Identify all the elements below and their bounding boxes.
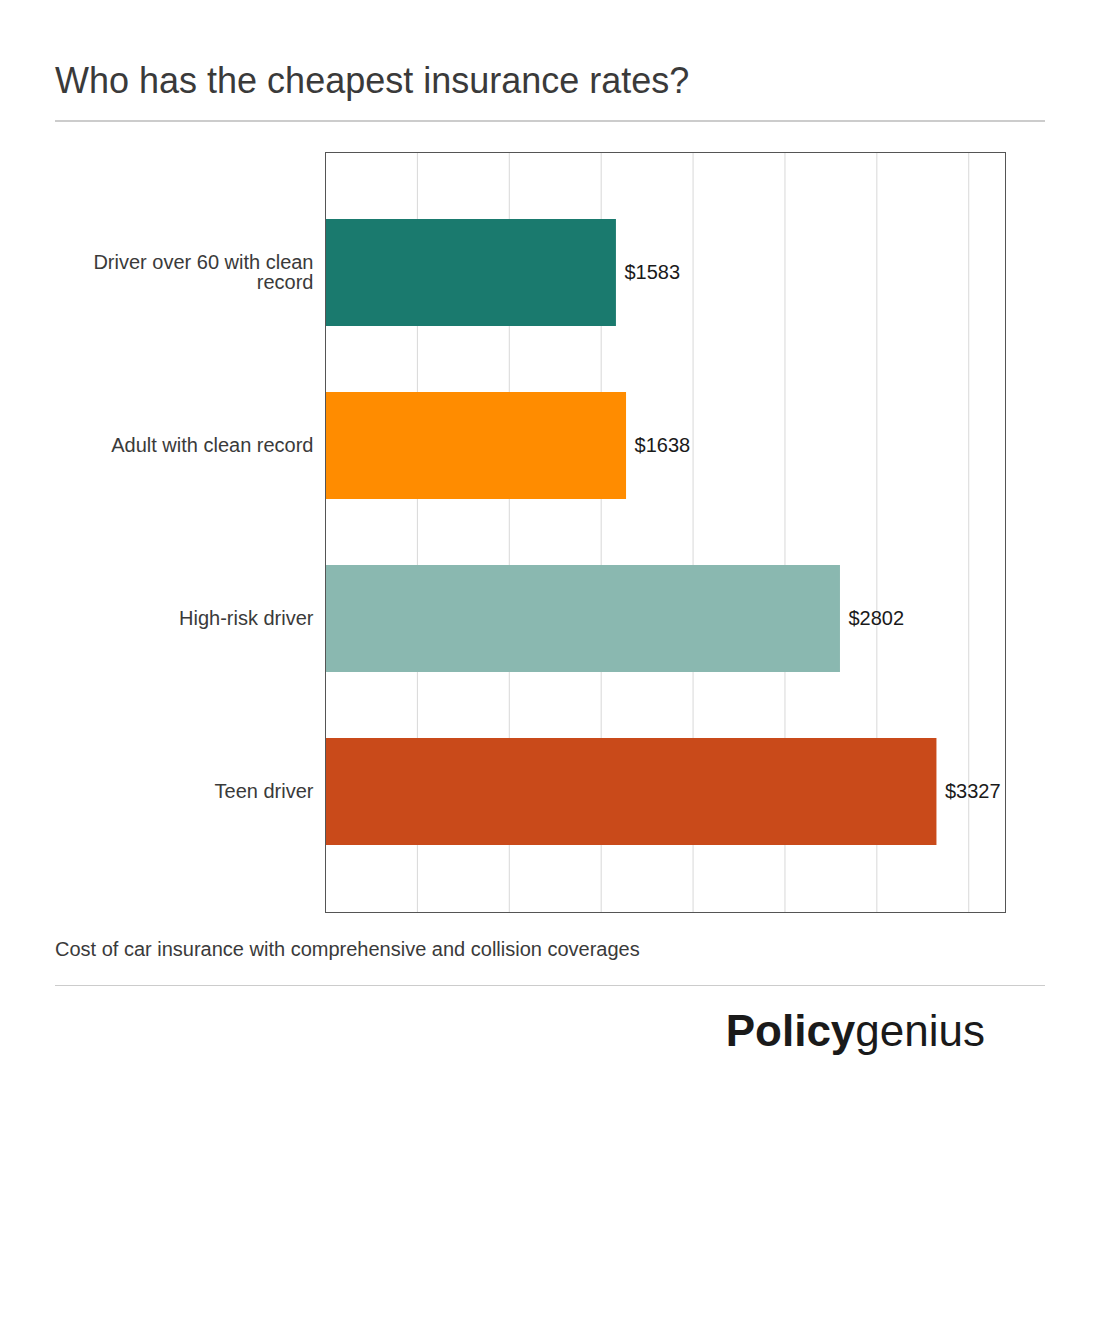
html-text:Cost of car insurance with com: Cost of car insurance with comprehensive… <box>55 938 640 960</box>
svg-text:High-risk driver: High-risk driver <box>179 607 314 629</box>
svg-text:$1583: $1583 <box>624 261 680 283</box>
svg-text:Driver over 60 with cleanrecor: Driver over 60 with cleanrecord <box>93 251 313 293</box>
svg-text:$2802: $2802 <box>848 607 904 629</box>
svg-text:Adult with clean record: Adult with clean record <box>111 434 313 456</box>
svg-text:Teen driver: Teen driver <box>215 780 314 802</box>
svg-text:$1638: $1638 <box>635 434 691 456</box>
html-text:Who has the cheapest insurance: Who has the cheapest insurance rates? <box>55 60 690 101</box>
svg-text:$3327: $3327 <box>945 780 1001 802</box>
html-text:Policy genius: Policy genius <box>725 1006 985 1055</box>
